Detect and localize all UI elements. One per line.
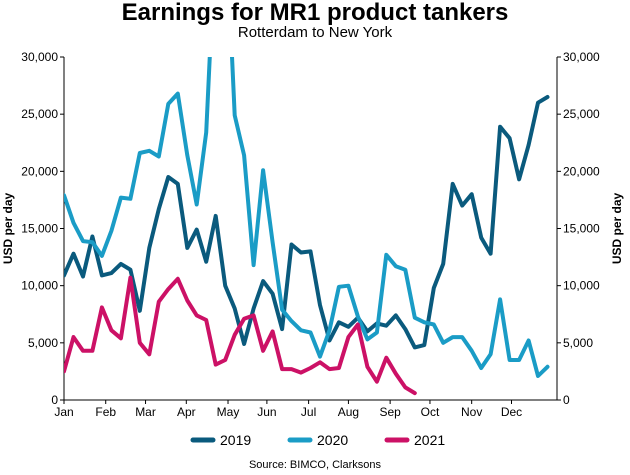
legend-label-2021: 2021 [414,432,445,448]
x-tick-label: Nov [461,405,482,419]
series-line-2020 [64,57,550,378]
x-tick-label: Aug [338,405,359,419]
series-lines [64,57,550,396]
chart-title: Earnings for MR1 product tankers [121,0,509,26]
chart-subtitle: Rotterdam to New York [237,24,393,41]
legend-label-2019: 2019 [220,432,251,448]
y-tick-label-left: 30,000 [21,50,58,64]
x-tick-label: Sep [379,405,401,419]
y-axis-label-right: USD per day [610,192,624,264]
y-tick-label-left: 25,000 [21,107,58,121]
x-tick-label: Mar [135,405,156,419]
y-tick-label-right: 20,000 [563,164,600,178]
y-tick-label-left: 15,000 [21,222,58,236]
legend-label-2020: 2020 [317,432,348,448]
y-axis-label-left: USD per day [1,192,15,264]
y-tick-label-left: 10,000 [21,279,58,293]
x-tick-label: Apr [177,405,196,419]
y-tick-label-left: 0 [51,393,58,407]
series-line-2021 [64,275,417,396]
legend: 2019 2020 2021 [190,432,445,448]
y-tick-label-right: 5,000 [563,336,593,350]
y-tick-label-right: 30,000 [563,50,600,64]
y-tick-label-right: 25,000 [563,107,600,121]
x-tick-label: May [217,405,240,419]
axes: 0 0 5,000 5,000 10,000 10,000 15,000 15,000 20,0… [1,50,624,419]
x-tick-label: Jul [301,405,316,419]
y-tick-label-left: 5,000 [28,336,58,350]
series-line-2019 [64,95,550,350]
y-tick-label-right: 0 [563,393,570,407]
y-tick-label-right: 10,000 [563,279,600,293]
x-tick-label: Dec [501,405,522,419]
x-tick-label: Oct [421,405,440,419]
x-tick-label: Jan [54,405,73,419]
y-tick-label-left: 20,000 [21,164,58,178]
x-tick-label: Jun [257,405,276,419]
x-tick-label: Feb [95,405,116,419]
source-note: Source: BIMCO, Clarksons [248,459,382,471]
y-tick-label-right: 15,000 [563,222,600,236]
